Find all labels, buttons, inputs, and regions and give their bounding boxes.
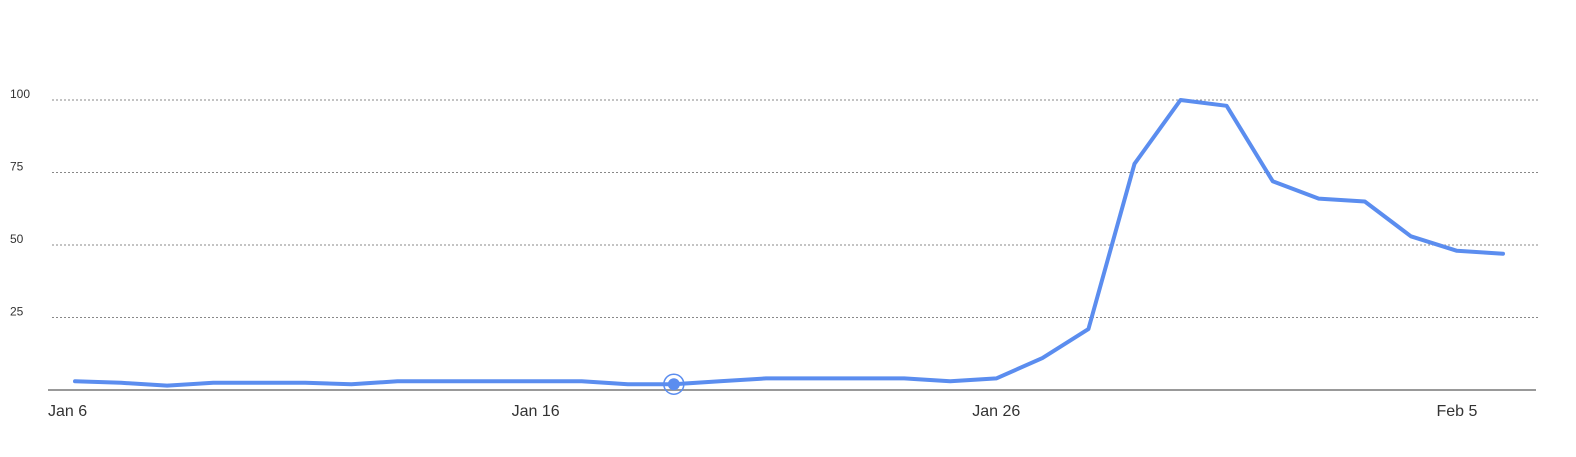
- x-tick-label: Jan 26: [972, 403, 1020, 420]
- series-line-0: [73, 98, 1505, 388]
- x-tick-label: Jan 16: [512, 403, 560, 420]
- x-tick-label: Jan 6: [48, 403, 87, 420]
- highlight-layer[interactable]: [663, 373, 685, 395]
- y-tick-label: 50: [10, 232, 24, 246]
- grid-lines: [52, 99, 1538, 318]
- series-layer: [73, 98, 1505, 388]
- y-tick-label: 75: [10, 160, 24, 174]
- y-tick-label: 100: [10, 87, 30, 101]
- x-tick-label: Feb 5: [1436, 403, 1477, 420]
- x-axis-ticks: Jan 6 Jan 16 Jan 26 Feb 5: [48, 403, 1477, 420]
- hover-point[interactable]: [667, 378, 680, 391]
- y-axis-ticks: 25 50 75 100: [10, 87, 30, 319]
- y-tick-label: 25: [10, 305, 24, 319]
- hover-point-ring[interactable]: [663, 373, 685, 395]
